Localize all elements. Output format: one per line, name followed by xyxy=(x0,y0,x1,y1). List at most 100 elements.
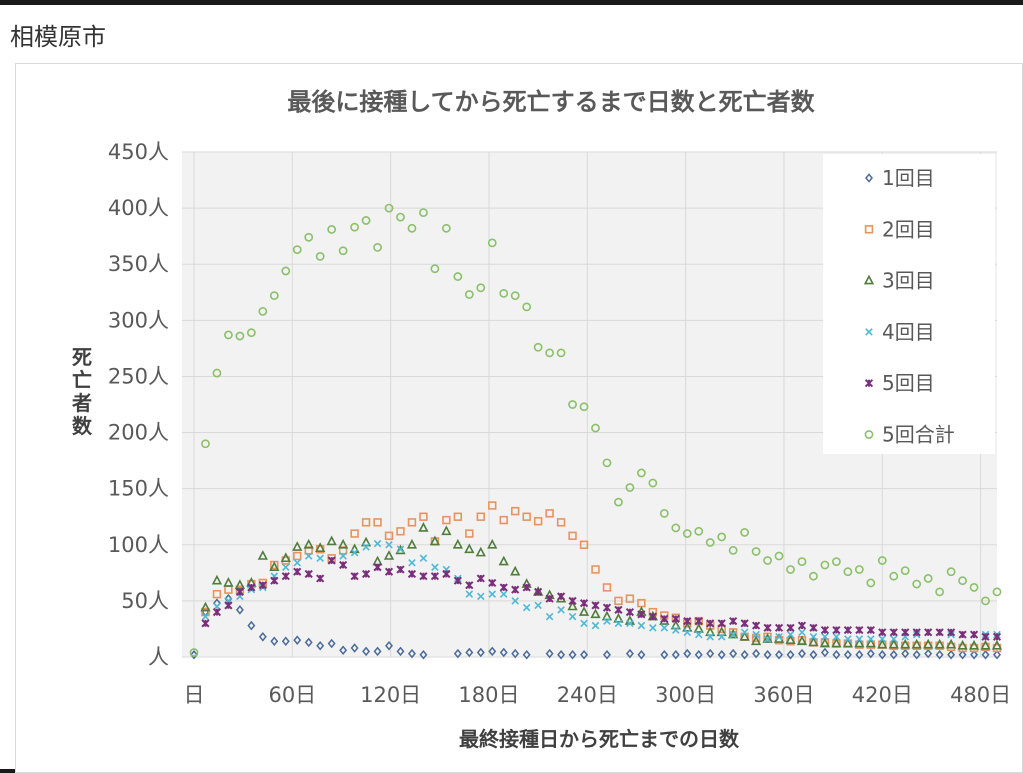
data-point xyxy=(659,508,669,518)
data-point xyxy=(809,571,818,581)
data-point xyxy=(751,547,761,556)
data-point xyxy=(866,578,876,588)
data-point xyxy=(602,649,611,660)
x-tick-labels: 日 60日 120日 180日 240日 300日 360日 420日 480日 xyxy=(184,683,1012,707)
data-point xyxy=(201,619,210,628)
data-point xyxy=(660,624,669,632)
legend-label: 2回目 xyxy=(882,217,935,241)
data-point xyxy=(842,637,853,648)
scatter-chart: 人 50人 100人 150人 200人 250人 300人 350人 400人 450人 日 60… xyxy=(71,88,1012,751)
y-tick-label: 100人 xyxy=(108,533,169,557)
y-axis-title-char: 死 xyxy=(72,345,92,369)
window: 相模原市 人 50人 100人 150人 200人 250人 300人 350人 400人 450… xyxy=(0,5,1023,773)
x-tick-label: 60日 xyxy=(268,683,316,707)
data-point xyxy=(465,647,474,658)
data-point xyxy=(752,630,760,639)
data-point xyxy=(682,529,692,538)
data-point xyxy=(786,630,795,639)
data-point xyxy=(717,649,726,660)
data-point xyxy=(477,592,485,601)
data-point xyxy=(258,306,268,316)
data-point xyxy=(740,619,749,628)
data-point xyxy=(453,272,463,281)
data-point xyxy=(683,616,692,626)
data-point xyxy=(189,648,199,657)
data-point xyxy=(522,302,532,312)
data-point xyxy=(901,628,910,637)
data-point xyxy=(339,645,348,656)
data-point xyxy=(924,628,933,637)
data-point xyxy=(247,583,256,592)
data-point xyxy=(843,625,852,635)
data-point xyxy=(877,638,888,649)
data-point xyxy=(442,569,451,579)
data-point xyxy=(637,649,646,660)
data-point xyxy=(625,608,635,617)
x-tick-label: 240日 xyxy=(557,683,618,707)
data-point xyxy=(201,612,210,621)
data-point xyxy=(797,621,807,630)
data-point xyxy=(201,439,210,449)
data-point xyxy=(373,563,382,572)
data-point xyxy=(442,515,451,525)
data-point xyxy=(408,558,416,567)
data-point xyxy=(488,578,497,588)
data-point xyxy=(660,649,669,660)
data-point xyxy=(303,538,314,549)
data-point xyxy=(649,624,657,632)
data-point xyxy=(362,646,371,657)
data-point xyxy=(878,628,887,637)
y-tick-label: 300人 xyxy=(108,308,169,332)
data-point xyxy=(866,625,875,635)
data-point xyxy=(729,648,738,659)
data-point xyxy=(407,223,417,233)
data-point xyxy=(694,630,703,639)
data-point xyxy=(384,203,394,213)
data-point xyxy=(452,538,463,549)
data-point xyxy=(728,545,738,555)
data-point xyxy=(969,630,979,639)
legend: 1回目 2回目 3回目 4回目 5回目 5回合計 xyxy=(823,154,995,454)
data-point xyxy=(580,649,589,660)
data-point xyxy=(534,587,543,597)
data-point xyxy=(729,630,737,639)
data-point xyxy=(258,581,267,590)
data-point xyxy=(901,648,910,659)
data-point xyxy=(946,567,956,577)
data-point xyxy=(591,601,600,610)
data-point xyxy=(384,567,394,576)
data-point xyxy=(304,569,313,579)
x-tick-label: 480日 xyxy=(950,683,1011,707)
data-point xyxy=(603,617,611,625)
data-point xyxy=(968,639,980,650)
data-point xyxy=(511,585,520,594)
data-point xyxy=(670,619,681,630)
data-point xyxy=(338,538,349,549)
data-point xyxy=(786,649,795,660)
data-point xyxy=(579,402,589,412)
data-point xyxy=(293,635,302,645)
legend-marker xyxy=(863,274,875,285)
data-point xyxy=(855,625,864,635)
data-point xyxy=(350,572,359,581)
data-point xyxy=(510,506,520,516)
data-point xyxy=(820,647,829,658)
data-point xyxy=(235,605,244,615)
data-point xyxy=(889,649,898,660)
legend-label: 3回目 xyxy=(882,269,935,293)
data-point xyxy=(534,601,542,610)
data-point xyxy=(637,610,646,619)
data-point xyxy=(683,628,692,637)
data-point xyxy=(304,637,313,648)
x-tick-label: 120日 xyxy=(360,683,421,707)
data-point xyxy=(567,600,578,611)
legend-label: 5回合計 xyxy=(882,423,955,447)
data-point xyxy=(212,368,222,378)
series-5 xyxy=(201,556,1002,641)
data-point xyxy=(752,648,761,659)
data-point xyxy=(281,266,291,276)
data-point xyxy=(396,646,405,657)
data-point xyxy=(280,552,291,563)
data-point xyxy=(717,532,727,542)
data-point xyxy=(992,587,1002,597)
